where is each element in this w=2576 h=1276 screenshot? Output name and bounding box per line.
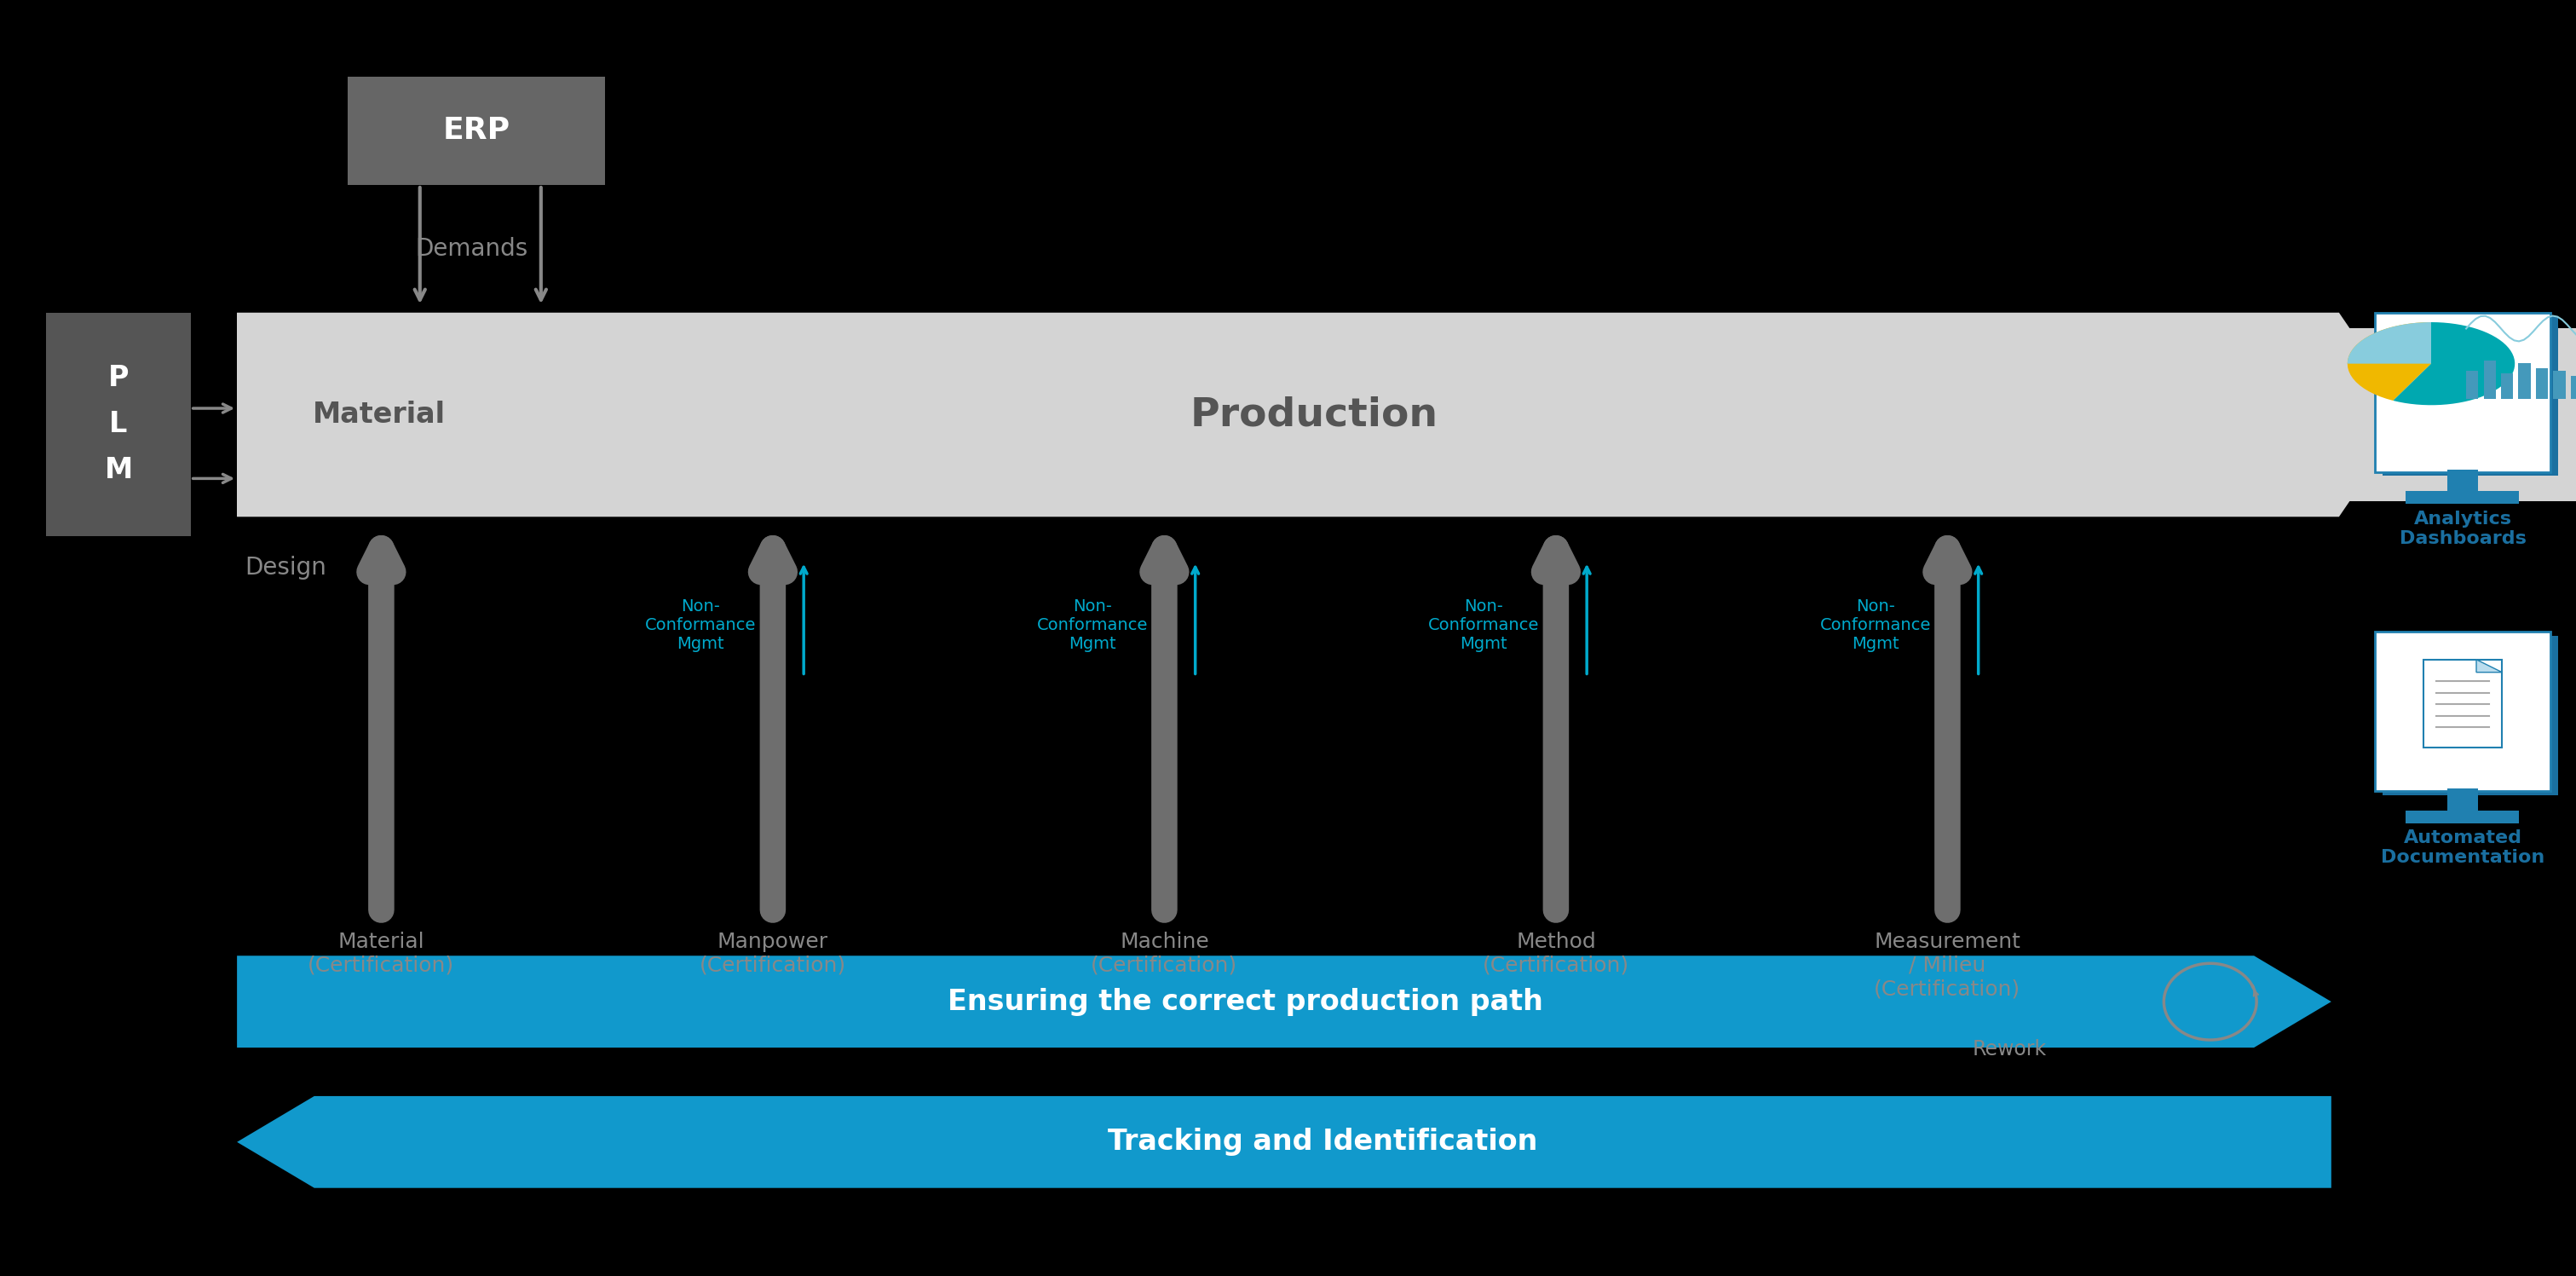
Text: Demands: Demands [415, 237, 528, 260]
Text: Product: Product [2401, 401, 2524, 429]
Text: Non-
Conformance
Mgmt: Non- Conformance Mgmt [644, 598, 757, 652]
Bar [2406, 810, 2519, 823]
Bar [46, 313, 191, 536]
Bar [2553, 370, 2566, 398]
Bar [2571, 375, 2576, 398]
Bar [2519, 362, 2530, 398]
Text: Production: Production [1190, 396, 1437, 434]
Text: ERP: ERP [443, 116, 510, 145]
Text: Rework: Rework [1973, 1039, 2045, 1059]
Text: Design: Design [245, 556, 327, 579]
Text: Machine
(Certification): Machine (Certification) [1092, 931, 1236, 976]
Text: Analytics
Dashboards: Analytics Dashboards [2398, 510, 2527, 547]
Bar [2501, 373, 2514, 398]
Polygon shape [237, 1096, 2331, 1188]
Bar [2375, 313, 2550, 472]
Bar [2465, 370, 2478, 398]
Bar [2344, 328, 2576, 501]
Text: Non-
Conformance
Mgmt: Non- Conformance Mgmt [1036, 598, 1149, 652]
Bar [2383, 635, 2558, 795]
Text: Measurement
/ Milieu
(Certification): Measurement / Milieu (Certification) [1875, 931, 2020, 999]
Polygon shape [2476, 660, 2501, 672]
Text: Manpower
(Certification): Manpower (Certification) [701, 931, 845, 976]
Bar [2406, 491, 2519, 504]
Text: Material
(Certification): Material (Certification) [309, 931, 453, 976]
Polygon shape [2347, 322, 2432, 401]
Bar [2483, 360, 2496, 398]
Text: Non-
Conformance
Mgmt: Non- Conformance Mgmt [1427, 598, 1540, 652]
Bar [2383, 316, 2558, 476]
Text: Automated
Documentation: Automated Documentation [2380, 829, 2545, 866]
Text: Ensuring the correct production path: Ensuring the correct production path [948, 988, 1543, 1016]
Polygon shape [237, 313, 2409, 517]
Bar [2424, 660, 2501, 748]
Text: Material: Material [312, 401, 446, 429]
Bar [2447, 470, 2478, 495]
Bar [2375, 632, 2550, 791]
Bar [2535, 367, 2548, 398]
Bar [2447, 789, 2478, 814]
Polygon shape [237, 956, 2331, 1048]
Polygon shape [2393, 322, 2514, 404]
Text: P
L
M: P L M [106, 365, 131, 484]
Bar [237, 313, 520, 517]
Bar [348, 77, 605, 185]
Polygon shape [2347, 322, 2432, 364]
Text: Tracking and Identification: Tracking and Identification [1108, 1128, 1538, 1156]
Text: Non-
Conformance
Mgmt: Non- Conformance Mgmt [1819, 598, 1932, 652]
Text: Method
(Certification): Method (Certification) [1484, 931, 1628, 976]
